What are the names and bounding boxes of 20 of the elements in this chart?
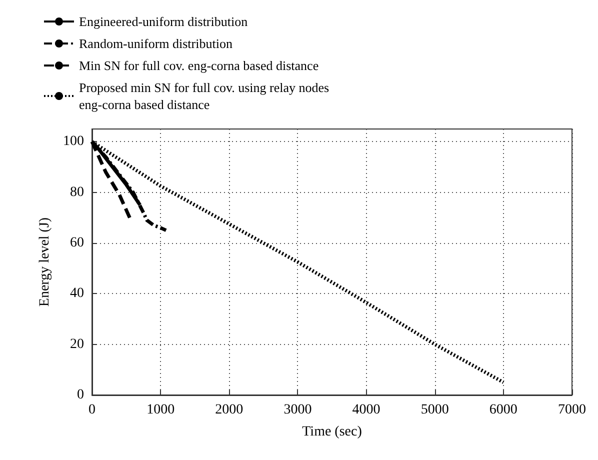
x-tick-label: 6000 xyxy=(489,402,518,418)
x-tick-label: 0 xyxy=(88,402,96,418)
x-axis-title: Time (sec) xyxy=(302,424,362,440)
y-tick-label: 20 xyxy=(70,336,84,352)
y-tick-label: 0 xyxy=(77,388,84,402)
legend-label: Min SN for full cov. eng-corna based distance xyxy=(79,58,319,73)
y-tick-label: 80 xyxy=(70,184,84,200)
legend-label: Proposed min SN for full cov. using relay nodes eng-corna based distance xyxy=(79,80,330,112)
y-axis-title: Energy level (J) xyxy=(38,217,52,307)
x-tick-label: 4000 xyxy=(352,402,380,418)
x-tick-label: 2000 xyxy=(215,402,244,418)
legend-label: Engineered-uniform distribution xyxy=(79,14,248,29)
x-tick-label: 1000 xyxy=(146,402,175,418)
x-tick-label: 3000 xyxy=(284,402,312,418)
y-tick-label: 60 xyxy=(70,236,84,250)
x-tick-label: 7000 xyxy=(558,402,586,418)
y-tick-label: 100 xyxy=(63,134,84,150)
legend-label: Random-uniform distribution xyxy=(79,36,233,51)
y-tick-label: 40 xyxy=(70,286,84,302)
x-tick-label: 5000 xyxy=(420,402,449,418)
